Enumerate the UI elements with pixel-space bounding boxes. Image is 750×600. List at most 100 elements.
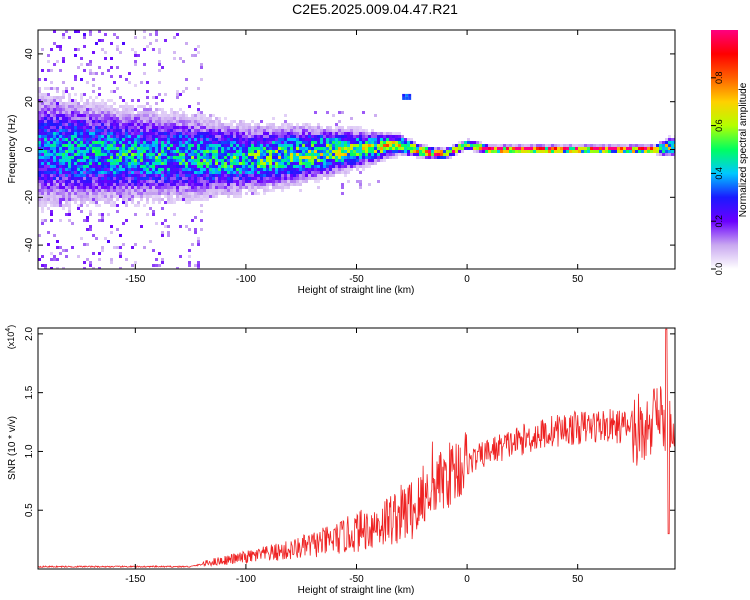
heatmap-cell [44,129,47,132]
heatmap-cell [86,159,89,162]
heatmap-cell [419,147,422,150]
heatmap-cell [308,150,311,153]
heatmap-cell [146,177,149,180]
heatmap-cell [335,171,338,174]
heatmap-cell [506,150,509,153]
heatmap-cell [161,114,164,117]
heatmap-cell [95,138,98,141]
heatmap-cell [41,162,44,165]
heatmap-cell [50,186,53,189]
heatmap-cell [56,258,59,261]
heatmap-cell [338,165,341,168]
heatmap-cell [182,174,185,177]
heatmap-cell [212,120,215,123]
heatmap-cell [68,162,71,165]
heatmap-cell [287,186,290,189]
heatmap-cell [194,117,197,120]
heatmap-cell [611,150,614,153]
heatmap-cell [626,150,629,153]
heatmap-cell [158,120,161,123]
heatmap-cell [128,186,131,189]
heatmap-cell [113,168,116,171]
heatmap-cell [245,123,248,126]
heatmap-cell [74,99,77,102]
heatmap-cell [83,243,86,246]
heatmap-cell [86,174,89,177]
heatmap-cell [191,183,194,186]
heatmap-cell [116,171,119,174]
heatmap-cell [281,132,284,135]
heatmap-cell [242,141,245,144]
heatmap-cell [68,171,71,174]
heatmap-cell [176,198,179,201]
heatmap-cell [68,204,71,207]
heatmap-cell [125,150,128,153]
heatmap-cell [47,243,50,246]
heatmap-cell [221,147,224,150]
heatmap-cell [41,222,44,225]
heatmap-cell [164,141,167,144]
heatmap-cell [170,177,173,180]
heatmap-cell [248,186,251,189]
heatmap-cell [83,180,86,183]
heatmap-cell [65,114,68,117]
heatmap-cell [101,189,104,192]
heatmap-cell [662,144,665,147]
heatmap-cell [221,150,224,153]
heatmap-cell [161,261,164,264]
heatmap-cell [161,189,164,192]
heatmap-cell [218,159,221,162]
heatmap-cell [140,141,143,144]
heatmap-cell [92,183,95,186]
heatmap-cell [347,147,350,150]
heatmap-cell [59,180,62,183]
heatmap-cell [197,198,200,201]
heatmap-cell [149,156,152,159]
heatmap-cell [53,255,56,258]
heatmap-cell [68,201,71,204]
heatmap-cell [143,132,146,135]
heatmap-cell [338,138,341,141]
heatmap-cell [56,120,59,123]
heatmap-cell [254,192,257,195]
heatmap-cell [92,192,95,195]
heatmap-cell [176,195,179,198]
heatmap-cell [359,135,362,138]
heatmap-cell [206,147,209,150]
heatmap-cell [65,189,68,192]
heatmap-cell [53,114,56,117]
heatmap-cell [287,165,290,168]
heatmap-cell [128,180,131,183]
heatmap-cell [251,126,254,129]
heatmap-cell [77,156,80,159]
heatmap-cell [179,168,182,171]
heatmap-cell [44,171,47,174]
heatmap-cell [371,135,374,138]
heatmap-cell [176,141,179,144]
heatmap-cell [80,153,83,156]
heatmap-cell [92,234,95,237]
heatmap-cell [194,189,197,192]
heatmap-cell [167,177,170,180]
heatmap-cell [149,183,152,186]
heatmap-cell [245,147,248,150]
heatmap-cell [191,177,194,180]
heatmap-cell [116,135,119,138]
heatmap-cell [86,81,89,84]
heatmap-cell [98,144,101,147]
heatmap-cell [98,162,101,165]
heatmap-cell [269,141,272,144]
heatmap-cell [221,171,224,174]
heatmap-cell [317,141,320,144]
heatmap-cell [257,147,260,150]
heatmap-cell [482,147,485,150]
heatmap-cell [137,177,140,180]
heatmap-cell [290,138,293,141]
heatmap-cell [503,144,506,147]
heatmap-cell [143,168,146,171]
heatmap-cell [317,171,320,174]
heatmap-cell [71,144,74,147]
heatmap-cell [59,120,62,123]
heatmap-cell [350,129,353,132]
heatmap-cell [104,168,107,171]
